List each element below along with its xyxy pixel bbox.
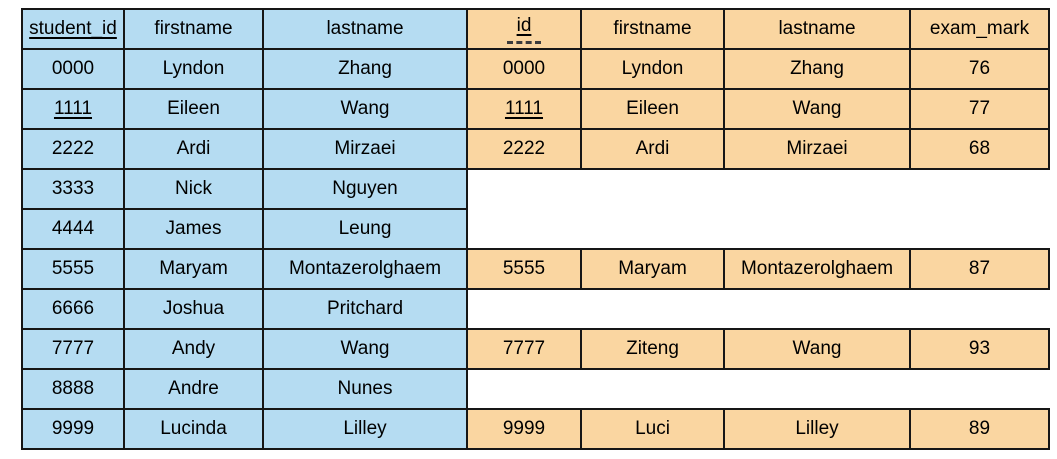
underlined-key-value: 1111 [504,98,544,119]
cell-exam-mark: 89 [909,408,1050,450]
cell-student-id: 9999 [21,408,125,450]
cell-id: 5555 [468,248,582,290]
cell-id: 0000 [468,48,582,90]
cell-lastname: Wang [723,328,911,370]
header-cell-lastname: lastname [723,8,911,50]
cell-student-id: 5555 [21,248,125,290]
header-cell-firstname: firstname [123,8,264,50]
cell-firstname: Lyndon [123,48,264,90]
table-row: 0000 Lyndon Zhang 76 [468,48,1050,90]
cell-lastname: Zhang [723,48,911,90]
cell-student-id: 8888 [21,368,125,410]
cell-firstname: Nick [123,168,264,210]
cell-firstname: Lucinda [123,408,264,450]
cell-firstname: James [123,208,264,250]
cell-lastname: Lilley [723,408,911,450]
marks-header-row: id firstname lastname exam_mark [468,8,1050,50]
cell-student-id: 4444 [21,208,125,250]
cell-firstname: Luci [580,408,725,450]
cell-id: 1111 [468,88,582,130]
cell-exam-mark: 76 [909,48,1050,90]
tables-wrap: student_id firstname lastname 0000 Lyndo… [21,8,1050,450]
header-cell-exam-mark: exam_mark [909,8,1050,50]
table-row: 3333 Nick Nguyen [21,168,468,210]
marks-table: id firstname lastname exam_mark 0000 Lyn… [468,8,1050,450]
cell-student-id: 6666 [21,288,125,330]
students-header-row: student_id firstname lastname [21,8,468,50]
cell-exam-mark: 87 [909,248,1050,290]
table-row: 8888 Andre Nunes [21,368,468,410]
cell-student-id: 2222 [21,128,125,170]
table-row: 7777 Ziteng Wang 93 [468,328,1050,370]
cell-exam-mark: 68 [909,128,1050,170]
cell-student-id: 7777 [21,328,125,370]
cell-lastname: Nguyen [262,168,468,210]
dashed-key-underline [507,40,541,44]
cell-lastname: Leung [262,208,468,250]
gap-row [468,169,1049,209]
cell-lastname: Montazerolghaem [262,248,468,290]
gap-row [468,209,1049,249]
gap-row [468,369,1049,409]
cell-lastname: Zhang [262,48,468,90]
gap-row [468,289,1049,329]
header-cell-lastname: lastname [262,8,468,50]
cell-firstname: Eileen [123,88,264,130]
table-row: 9999 Lucinda Lilley [21,408,468,450]
student-id-header-label: student_id [29,18,117,39]
table-row: 5555 Maryam Montazerolghaem [21,248,468,290]
cell-lastname: Wang [262,88,468,130]
cell-firstname: Joshua [123,288,264,330]
cell-student-id: 1111 [21,88,125,130]
table-row: 1111 Eileen Wang [21,88,468,130]
cell-firstname: Ardi [580,128,725,170]
table-row: 9999 Luci Lilley 89 [468,408,1050,450]
cell-firstname: Maryam [123,248,264,290]
table-row: 2222 Ardi Mirzaei 68 [468,128,1050,170]
cell-lastname: Wang [262,328,468,370]
cell-lastname: Montazerolghaem [723,248,911,290]
cell-firstname: Andre [123,368,264,410]
cell-lastname: Wang [723,88,911,130]
cell-lastname: Lilley [262,408,468,450]
cell-firstname: Lyndon [580,48,725,90]
cell-firstname: Ardi [123,128,264,170]
cell-lastname: Mirzaei [723,128,911,170]
cell-student-id: 0000 [21,48,125,90]
table-row: 7777 Andy Wang [21,328,468,370]
cell-student-id: 3333 [21,168,125,210]
table-row: 4444 James Leung [21,208,468,250]
table-row: 6666 Joshua Pritchard [21,288,468,330]
cell-exam-mark: 77 [909,88,1050,130]
table-row: 1111 Eileen Wang 77 [468,88,1050,130]
underlined-key-value: 1111 [53,98,93,119]
table-row: 2222 Ardi Mirzaei [21,128,468,170]
students-table: student_id firstname lastname 0000 Lyndo… [21,8,468,450]
table-row: 5555 Maryam Montazerolghaem 87 [468,248,1050,290]
cell-firstname: Ziteng [580,328,725,370]
id-header-label: id [516,14,532,36]
cell-lastname: Nunes [262,368,468,410]
cell-firstname: Maryam [580,248,725,290]
cell-firstname: Eileen [580,88,725,130]
id-header: id [507,15,541,44]
header-cell-id: id [468,8,582,50]
cell-id: 9999 [468,408,582,450]
header-cell-firstname: firstname [580,8,725,50]
cell-lastname: Mirzaei [262,128,468,170]
cell-firstname: Andy [123,328,264,370]
cell-exam-mark: 93 [909,328,1050,370]
cell-id: 7777 [468,328,582,370]
header-cell-student-id: student_id [21,8,125,50]
table-row: 0000 Lyndon Zhang [21,48,468,90]
cell-lastname: Pritchard [262,288,468,330]
cell-id: 2222 [468,128,582,170]
